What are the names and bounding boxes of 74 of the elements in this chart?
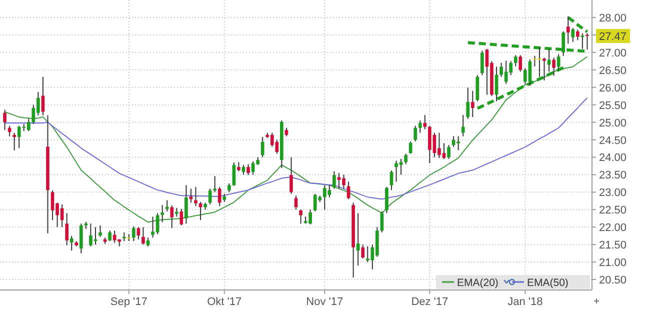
candlestick [246, 164, 250, 176]
y-tick-label: 22.50 [599, 204, 627, 217]
candlestick [170, 204, 174, 229]
candlestick [361, 244, 365, 260]
candlestick [79, 223, 83, 254]
candlestick [447, 144, 450, 160]
candlestick [260, 136, 264, 158]
candlestick [414, 125, 418, 142]
candlestick [12, 132, 16, 151]
candlestick [332, 170, 336, 190]
y-tick-label: 26.00 [599, 82, 627, 94]
y-tick-label: 22.00 [599, 222, 627, 234]
candlestick [299, 209, 302, 224]
text: 27.47 [599, 30, 627, 43]
candlestick [108, 230, 112, 242]
candlestick [70, 235, 74, 252]
legend-label: EMA(20) [457, 277, 498, 289]
candlestick [132, 226, 136, 242]
y-tick-label: 21.00 [599, 257, 627, 270]
candlestick [466, 87, 470, 120]
y-tick-label: 28.00 [599, 12, 627, 24]
candlestick [423, 114, 427, 130]
candlestick [290, 156, 293, 194]
x-tick-label: Dez '17 [411, 296, 448, 308]
candlestick [586, 32, 589, 50]
candlestick [480, 50, 484, 76]
candlestick [3, 109, 6, 130]
candlestick [180, 208, 184, 226]
candlestick [385, 186, 388, 214]
candlestick [514, 54, 518, 67]
y-tick-label: 20.50 [599, 274, 627, 287]
y-tick-label: 25.50 [599, 100, 627, 112]
candlestick [136, 226, 140, 240]
candlestick [98, 224, 102, 238]
y-tick-label: 26.50 [599, 64, 627, 77]
candlestick [476, 74, 480, 102]
y-tick-label: 24.50 [599, 134, 627, 147]
candlestick [518, 54, 522, 72]
y-tick-label: 23.00 [599, 187, 627, 200]
y-tick-label: 24.00 [599, 152, 627, 164]
candlestick [356, 212, 360, 266]
candlestick [184, 184, 188, 224]
legend-label: EMA(50) [527, 277, 568, 289]
candlestick [470, 90, 474, 118]
line-series [566, 16, 589, 34]
y-tick-label: 25.00 [599, 117, 627, 130]
candlestick [566, 16, 570, 44]
candlestick [380, 210, 384, 233]
x-tick-label: Jan '18 [508, 296, 543, 308]
x-tick-label: Okt '17 [207, 296, 242, 308]
candlestick [65, 212, 69, 246]
candlestick [41, 76, 45, 116]
candlestick [542, 57, 546, 81]
candlestick [576, 29, 580, 41]
candlestick [242, 164, 246, 176]
candlestick [404, 153, 408, 165]
candlestick [213, 176, 217, 193]
candlestick [237, 162, 240, 172]
x-tick-label: Nov '17 [306, 296, 344, 308]
candlestick [418, 120, 422, 134]
candlestick [160, 204, 164, 223]
y-tick-label: 23.50 [599, 170, 627, 182]
candlestick [346, 181, 350, 200]
x-tick-label: Sep '17 [110, 296, 148, 308]
candlestick [218, 186, 222, 207]
candlestick [461, 114, 465, 137]
candlestick [194, 186, 198, 207]
candlestick [571, 27, 575, 42]
y-tick-label: 27.00 [599, 47, 627, 60]
candlestick [142, 226, 145, 246]
candlestick [408, 141, 412, 154]
candlestick [165, 200, 169, 212]
candlestick [552, 57, 556, 76]
y-tick-label: 21.50 [599, 240, 627, 252]
